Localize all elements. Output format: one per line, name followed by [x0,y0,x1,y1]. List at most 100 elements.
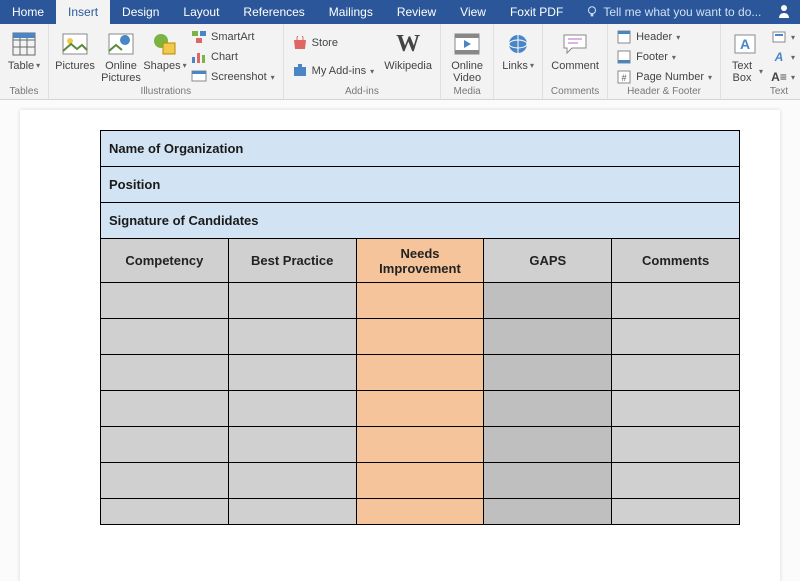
online-video-button[interactable]: Online Video [445,26,489,84]
table-cell[interactable] [612,355,740,391]
table-cell[interactable] [484,427,612,463]
table-cell[interactable] [101,283,229,319]
table-row [101,499,740,525]
table-cell[interactable] [356,319,484,355]
table-cell[interactable] [101,463,229,499]
wordart-icon: A [771,49,787,65]
table-row [101,463,740,499]
wordart-button[interactable]: A▾ [767,48,799,66]
table-cell[interactable] [101,391,229,427]
tell-me-search[interactable]: Tell me what you want to do... [575,0,768,24]
shapes-label: Shapes [143,60,180,72]
chart-button[interactable]: Chart [187,48,279,66]
table-cell[interactable] [228,283,356,319]
column-header-row: Competency Best Practice Needs Improveme… [101,239,740,283]
table-button[interactable]: Table▾ [4,26,44,72]
tab-mailings[interactable]: Mailings [317,0,385,24]
links-button[interactable]: Links▾ [498,26,538,72]
online-video-label: Online Video [447,60,487,84]
table-cell[interactable] [612,463,740,499]
online-pictures-button[interactable]: Online Pictures [99,26,143,84]
smartart-button[interactable]: SmartArt [187,28,279,46]
footer-button[interactable]: Footer ▾ [612,48,716,66]
wikipedia-button[interactable]: W Wikipedia [380,26,436,72]
table-cell[interactable] [612,283,740,319]
pictures-button[interactable]: Pictures [53,26,97,72]
shapes-button[interactable]: Shapes▾ [145,26,185,72]
tab-insert[interactable]: Insert [56,0,110,24]
header-label: Header [636,31,672,43]
col-gaps[interactable]: GAPS [484,239,612,283]
table-cell[interactable] [484,355,612,391]
table-cell[interactable] [101,427,229,463]
group-header-footer-label: Header & Footer [612,86,716,99]
page-number-icon: # [616,69,632,85]
table-cell[interactable] [612,499,740,525]
table-cell[interactable] [356,427,484,463]
store-button[interactable]: Store [288,34,378,52]
table-cell[interactable] [356,463,484,499]
table-cell[interactable] [356,391,484,427]
pictures-icon [61,30,89,58]
table-cell[interactable] [228,391,356,427]
tab-home[interactable]: Home [0,0,56,24]
table-cell[interactable] [484,463,612,499]
table-cell[interactable] [484,391,612,427]
share-icon [776,4,792,20]
text-box-label: Text Box [727,60,757,84]
shapes-icon [151,30,179,58]
table-header-row: Name of Organization [101,131,740,167]
table-cell[interactable] [101,355,229,391]
tab-view[interactable]: View [448,0,498,24]
share-button[interactable] [768,0,800,24]
group-text-label: Text [725,86,800,99]
page-number-button[interactable]: # Page Number ▾ [612,68,716,86]
tab-review[interactable]: Review [385,0,448,24]
drop-cap-button[interactable]: A≡▾ [767,68,799,86]
text-box-button[interactable]: A Text Box▾ [725,26,765,84]
ribbon-tabbar: Home Insert Design Layout References Mai… [0,0,800,24]
table-cell[interactable] [612,391,740,427]
table-cell[interactable] [484,283,612,319]
col-needs-improvement[interactable]: Needs Improvement [356,239,484,283]
evaluation-table: Name of Organization Position Signature … [100,130,740,525]
store-label: Store [312,37,338,49]
col-competency[interactable]: Competency [101,239,229,283]
smartart-icon [191,29,207,45]
tab-layout[interactable]: Layout [171,0,231,24]
table-cell[interactable] [101,319,229,355]
group-addins-label: Add-ins [288,86,436,99]
header-button[interactable]: Header ▾ [612,28,716,46]
col-comments[interactable]: Comments [612,239,740,283]
table-cell[interactable] [228,319,356,355]
tab-foxit-pdf[interactable]: Foxit PDF [498,0,575,24]
group-text: A Text Box▾ ▾ A▾ A≡▾ ▾ ▾ Text [721,24,800,99]
table-cell[interactable] [356,499,484,525]
table-cell[interactable] [228,427,356,463]
online-pictures-label: Online Pictures [101,60,141,84]
screenshot-button[interactable]: Screenshot ▾ [187,68,279,86]
table-cell[interactable] [228,463,356,499]
table-row [101,283,740,319]
table-cell[interactable] [612,319,740,355]
table-cell[interactable] [356,355,484,391]
table-cell[interactable] [484,319,612,355]
svg-text:#: # [622,73,627,83]
table-cell[interactable] [612,427,740,463]
tab-design[interactable]: Design [110,0,171,24]
text-box-icon: A [731,30,759,58]
my-addins-button[interactable]: My Add-ins ▾ [288,62,378,80]
table-cell[interactable] [228,355,356,391]
table-cell[interactable] [356,283,484,319]
quick-parts-button[interactable]: ▾ [767,28,799,46]
signature-cell[interactable]: Signature of Candidates [101,203,740,239]
table-cell[interactable] [228,499,356,525]
table-cell[interactable] [101,499,229,525]
position-cell[interactable]: Position [101,167,740,203]
table-cell[interactable] [484,499,612,525]
col-best-practice[interactable]: Best Practice [228,239,356,283]
document-area[interactable]: Name of Organization Position Signature … [0,100,800,581]
comment-button[interactable]: Comment [547,26,603,72]
org-name-cell[interactable]: Name of Organization [101,131,740,167]
tab-references[interactable]: References [231,0,316,24]
